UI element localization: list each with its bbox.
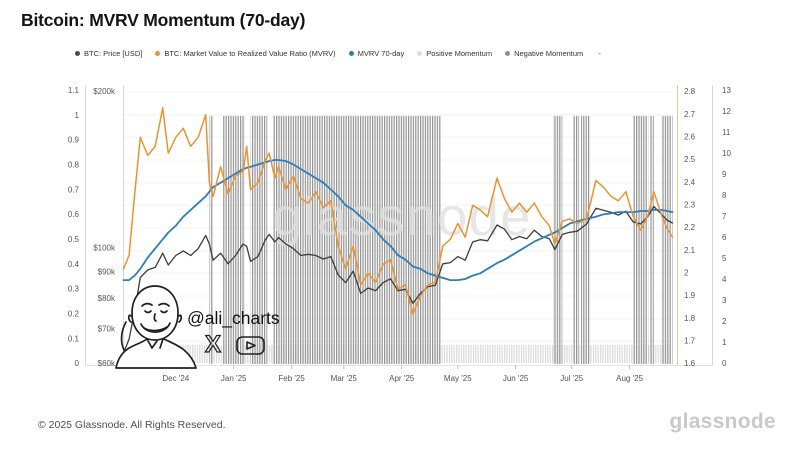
legend-label: BTC: Market Value to Realized Value Rati… <box>164 49 336 58</box>
left-axis-tick-label: 0 <box>75 359 80 368</box>
right-axis-tick-label: 4 <box>722 275 727 284</box>
right-axis-tick-label: 5 <box>722 254 727 263</box>
left-axis-tick-label: 0.1 <box>68 334 80 343</box>
legend-label: MVRV 70-day <box>357 49 405 58</box>
left-axis-tick-label: 0.5 <box>68 235 80 244</box>
price-axis-tick-label: $200k <box>93 87 116 96</box>
mvrv-axis-tick-label: 1.8 <box>684 314 696 323</box>
mvrv-axis-tick-label: 2.6 <box>684 132 696 141</box>
price-axis-tick-label: $80k <box>98 294 116 303</box>
legend-label: BTC: Price [USD] <box>84 49 143 58</box>
legend-item[interactable]: BTC: Price [USD] <box>75 49 142 58</box>
chart-series-lines <box>122 107 674 354</box>
negative-momentum-bars <box>573 115 580 364</box>
mvrv-axis-tick-label: 1.7 <box>684 336 696 345</box>
right-axis-tick-label: 11 <box>722 128 731 137</box>
legend-label: Negative Momentum <box>514 49 584 58</box>
youtube-logo-icon <box>236 336 265 355</box>
mvrv-axis-tick-label: 2.8 <box>684 87 696 96</box>
right-axis-tick-label: 1 <box>722 338 727 347</box>
chart-legend: BTC: Price [USD] BTC: Market Value to Rea… <box>75 49 601 58</box>
left-axis-tick-label: 1 <box>75 111 80 120</box>
left-axis-tick-label: 0.7 <box>68 185 80 194</box>
author-handle: @ali_charts <box>187 308 280 329</box>
mvrv-70day-line <box>122 159 674 281</box>
month-label: Jun '25 <box>503 374 529 383</box>
mvrv-line <box>122 107 674 315</box>
month-label: May '25 <box>444 374 472 383</box>
chart-layers-under: 0 0.1 0.2 0.3 0.4 0.5 0.6 0.7 0.8 0.9 1 1.1 $60k $70k… <box>68 85 731 383</box>
mvrv-axis-tick-label: 2.7 <box>684 110 696 119</box>
mvrv-axis-tick-label: 2.4 <box>684 178 696 187</box>
right-axis-tick-label: 9 <box>722 170 727 179</box>
avatar-sketch <box>115 285 197 369</box>
legend-item[interactable]: Positive Momentum <box>417 49 492 58</box>
chart-area[interactable]: 0 0.1 0.2 0.3 0.4 0.5 0.6 0.7 0.8 0.9 1 1.1 $60k $70k… <box>0 70 800 400</box>
legend-dot-icon <box>155 51 161 56</box>
month-label: Aug '25 <box>616 374 643 383</box>
mvrv-axis-tick-label: 2.1 <box>684 246 696 255</box>
month-label: Mar '25 <box>331 374 358 383</box>
right-axis-tick-label: 6 <box>722 233 727 242</box>
mvrv-momentum-chart[interactable]: 0 0.1 0.2 0.3 0.4 0.5 0.6 0.7 0.8 0.9 1 1.1 $60k $70k… <box>0 70 800 400</box>
month-label: Jul '25 <box>560 374 583 383</box>
price-axis-tick-label: $100k <box>93 244 116 253</box>
negative-momentum-bars <box>633 115 649 364</box>
page-title: Bitcoin: MVRV Momentum (70-day) <box>21 10 306 30</box>
negative-momentum-bars <box>553 115 563 364</box>
negative-momentum-bars <box>661 115 673 364</box>
mvrv-axis-tick-label: 1.9 <box>684 291 696 300</box>
month-label: Feb '25 <box>278 374 305 383</box>
negative-momentum-bars <box>209 115 214 364</box>
price-axis-tick-label: $90k <box>98 268 116 277</box>
legend-more[interactable]: - <box>598 49 601 58</box>
legend-dot-icon <box>505 51 511 56</box>
legend-label: Positive Momentum <box>426 49 493 58</box>
copyright-text: © 2025 Glassnode. All Rights Reserved. <box>38 419 226 431</box>
legend-item[interactable]: BTC: Market Value to Realized Value Rati… <box>155 49 336 58</box>
month-label: Apr '25 <box>389 374 415 383</box>
legend-dot-icon <box>75 51 80 56</box>
negative-momentum-bars <box>650 115 654 364</box>
glassnode-logo: glassnode <box>669 410 776 433</box>
right-axis-tick-label: 7 <box>722 212 727 221</box>
left-axis-tick-label: 0.4 <box>68 260 80 269</box>
price-axis-tick-label: $60k <box>98 359 116 368</box>
x-logo-icon: X <box>205 331 221 358</box>
left-axis-tick-label: 1.1 <box>68 86 80 95</box>
right-axis-tick-label: 3 <box>722 296 727 305</box>
right-axis-tick-label: 8 <box>722 191 727 200</box>
left-axis-tick-label: 0.2 <box>68 309 80 318</box>
price-axis-tick-label: $70k <box>98 324 116 333</box>
price-line <box>122 205 674 354</box>
author-annotation: @ali_charts X <box>115 285 280 369</box>
month-label: Jan '25 <box>221 374 247 383</box>
mvrv-axis-tick-label: 2 <box>684 268 689 277</box>
legend-dot-icon <box>417 51 423 56</box>
right-axis-tick-label: 2 <box>722 317 727 326</box>
mvrv-axis-tick-label: 2.5 <box>684 155 696 164</box>
left-axis-tick-label: 0.9 <box>68 136 80 145</box>
legend-dot-icon <box>348 51 354 56</box>
negative-momentum-bars <box>581 115 591 364</box>
negative-momentum-bars <box>250 115 268 364</box>
right-axis-tick-label: 12 <box>722 107 731 116</box>
left-axis-tick-label: 0.6 <box>68 210 80 219</box>
legend-item[interactable]: Negative Momentum <box>505 49 583 58</box>
negative-momentum-bars <box>272 115 441 364</box>
mvrv-axis-tick-label: 2.2 <box>684 223 696 232</box>
left-axis-tick-label: 0.3 <box>68 285 80 294</box>
right-axis-tick-label: 0 <box>722 359 727 368</box>
right-axis-tick-label: 10 <box>722 149 731 158</box>
mvrv-axis-tick-label: 1.6 <box>684 359 696 368</box>
right-axis-tick-label: 13 <box>722 86 731 95</box>
month-label: Dec '24 <box>162 374 189 383</box>
mvrv-axis-tick-label: 2.3 <box>684 200 696 209</box>
legend-item[interactable]: MVRV 70-day <box>348 49 405 58</box>
left-axis-tick-label: 0.8 <box>68 161 80 170</box>
